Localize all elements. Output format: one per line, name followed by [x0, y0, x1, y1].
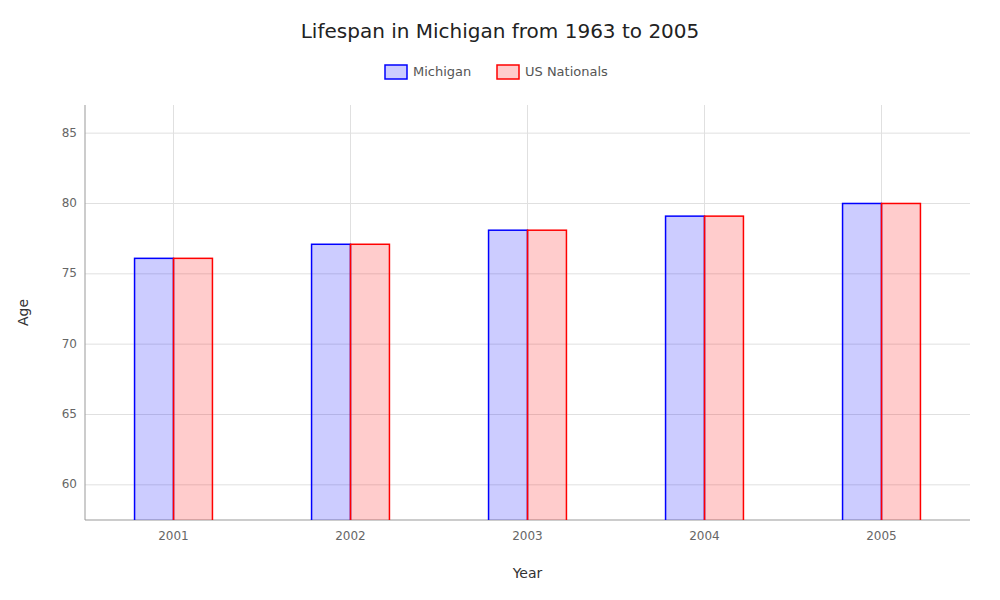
- y-axis-label: Age: [15, 299, 31, 326]
- chart-container: 60 65 70 75 80 85 2001 2002 2003 2004 2005 Lifespan…: [0, 0, 1000, 600]
- bar: [882, 203, 921, 520]
- bar: [843, 203, 882, 520]
- legend-label: US Nationals: [525, 64, 608, 79]
- chart-svg: 60 65 70 75 80 85 2001 2002 2003 2004 2005 Lifespan…: [0, 0, 1000, 600]
- bars: [135, 203, 921, 520]
- y-tick-label: 65: [62, 407, 77, 421]
- legend-label: Michigan: [413, 64, 471, 79]
- y-tick-label: 60: [62, 477, 77, 491]
- y-axis-line: [85, 105, 86, 520]
- x-tick-label: 2001: [158, 529, 189, 543]
- legend-swatch: [385, 65, 407, 79]
- bar: [489, 230, 528, 520]
- y-tick-label: 80: [62, 196, 77, 210]
- bar: [174, 258, 213, 520]
- y-tick-label: 85: [62, 126, 77, 140]
- title: Lifespan in Michigan from 1963 to 2005: [301, 19, 700, 43]
- bar: [312, 244, 351, 520]
- x-axis-label: Year: [512, 565, 543, 581]
- x-tick-label: 2004: [689, 529, 720, 543]
- bar: [135, 258, 174, 520]
- legend-swatch: [497, 65, 519, 79]
- bar: [666, 216, 705, 520]
- x-tick-label: 2005: [866, 529, 897, 543]
- bar: [351, 244, 390, 520]
- legend: Michigan US Nationals: [385, 64, 608, 80]
- bar: [705, 216, 744, 520]
- x-tick-label: 2002: [335, 529, 366, 543]
- x-tick-label: 2003: [512, 529, 543, 543]
- y-tick-label: 75: [62, 266, 77, 280]
- y-tick-label: 70: [62, 337, 77, 351]
- bar: [528, 230, 567, 520]
